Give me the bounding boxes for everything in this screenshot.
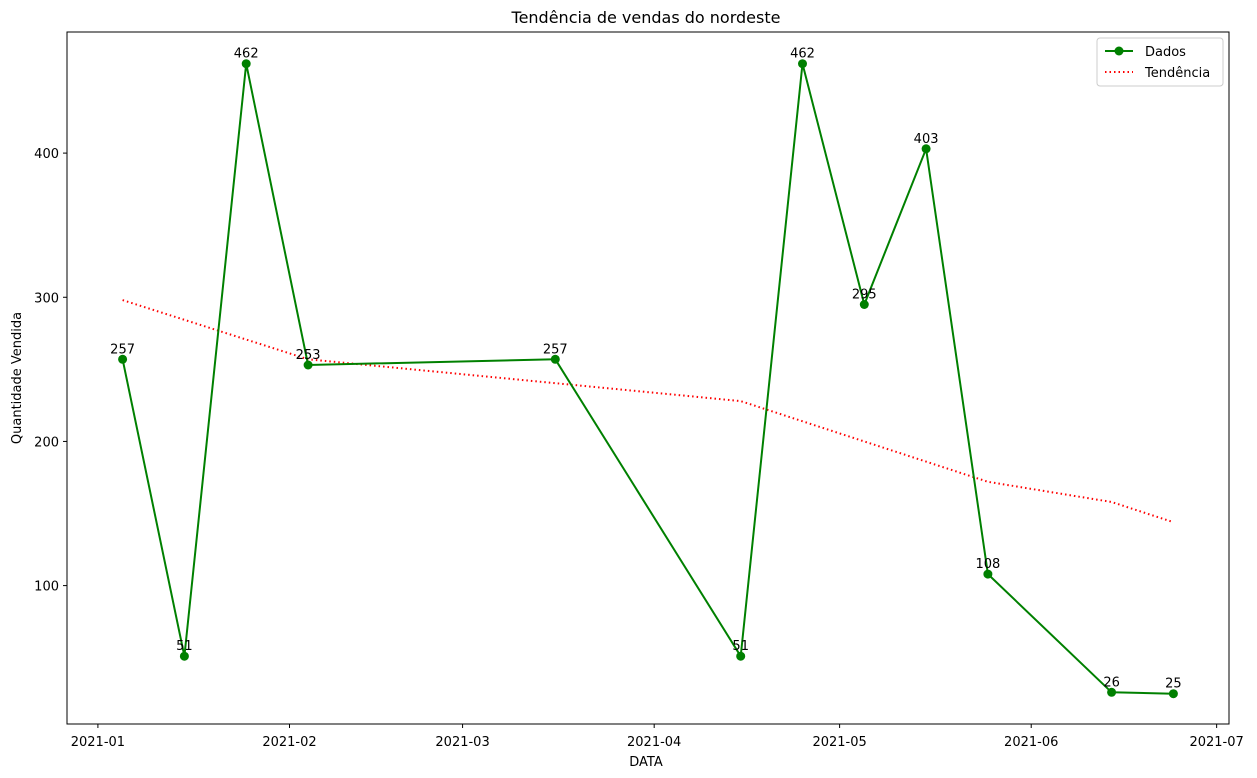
y-axis-label: Quantidade Vendida xyxy=(10,312,25,444)
x-tick-label: 2021-05 xyxy=(812,735,866,750)
data-point xyxy=(1168,689,1178,699)
data-label: 257 xyxy=(110,342,135,357)
x-tick-label: 2021-07 xyxy=(1189,735,1243,750)
x-tick-label: 2021-04 xyxy=(627,735,681,750)
data-label: 403 xyxy=(914,132,939,147)
data-label: 26 xyxy=(1103,675,1120,690)
legend: Dados Tendência xyxy=(1096,37,1224,87)
y-tick-label: 100 xyxy=(34,580,59,595)
data-label: 25 xyxy=(1165,677,1182,692)
x-axis-label: DATA xyxy=(629,755,663,770)
legend-tendencia-label: Tendência xyxy=(1144,66,1210,81)
data-point xyxy=(241,59,251,69)
data-point xyxy=(118,354,128,364)
x-tick-label: 2021-06 xyxy=(1004,735,1058,750)
data-label: 257 xyxy=(543,342,568,357)
x-tick-label: 2021-01 xyxy=(71,735,125,750)
data-point xyxy=(303,360,313,370)
x-tick-label: 2021-02 xyxy=(262,735,316,750)
plot-area-frame xyxy=(66,31,1230,725)
data-label: 295 xyxy=(852,288,877,303)
data-label: 253 xyxy=(296,348,321,363)
legend-dados-marker xyxy=(1114,46,1124,56)
data-label: 462 xyxy=(234,47,259,62)
x-tick-label: 2021-03 xyxy=(435,735,489,750)
data-label: 51 xyxy=(176,639,193,654)
data-label: 51 xyxy=(732,639,749,654)
data-point xyxy=(1107,687,1117,697)
series-tendencia-line xyxy=(122,299,1174,524)
chart-title: Tendência de vendas do nordeste xyxy=(511,8,781,27)
y-tick-label: 200 xyxy=(34,435,59,450)
data-point xyxy=(736,651,746,661)
data-point xyxy=(921,144,931,154)
data-point xyxy=(179,651,189,661)
data-label: 108 xyxy=(975,557,1000,572)
legend-dados-label: Dados xyxy=(1145,45,1186,60)
series-dados-line xyxy=(121,63,1174,695)
y-tick-label: 400 xyxy=(34,147,59,162)
data-point xyxy=(983,569,993,579)
data-point xyxy=(859,300,869,309)
data-label: 462 xyxy=(790,47,815,62)
data-point xyxy=(798,59,807,69)
y-tick-label: 300 xyxy=(34,291,59,306)
data-point xyxy=(550,354,560,364)
